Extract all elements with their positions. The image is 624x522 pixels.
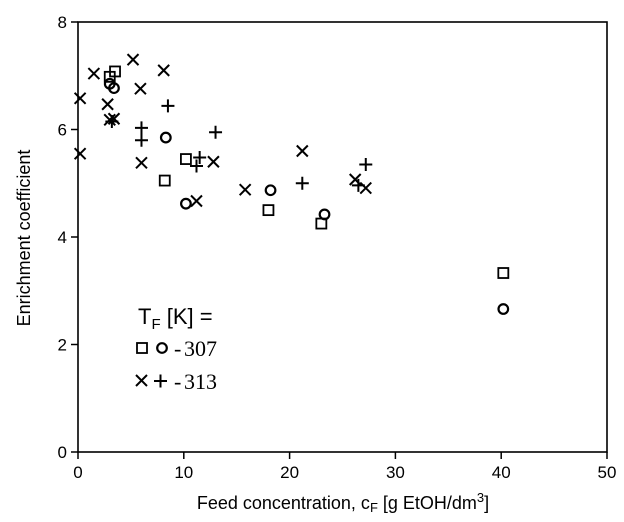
plot-border — [77, 21, 608, 453]
cross-marker — [238, 183, 252, 196]
x-tick-label: 50 — [598, 463, 617, 482]
cross-marker — [126, 53, 140, 66]
x-axis-title: Feed concentration, cF [g EtOH/dm3] — [197, 490, 489, 515]
legend-entry-307: - 307 — [136, 336, 217, 361]
plus-marker — [134, 133, 148, 147]
x-tick-label: 40 — [492, 463, 511, 482]
circle-marker — [159, 131, 172, 144]
plus-marker — [189, 159, 203, 173]
legend: TF [K] = - 307 - 313 — [135, 304, 217, 394]
square-marker — [158, 174, 171, 187]
y-tick-label: 8 — [58, 13, 67, 32]
cross-marker — [135, 156, 148, 170]
square-marker — [109, 65, 121, 78]
legend-entry-313: - 313 — [135, 369, 217, 394]
x-tick-label: 0 — [73, 463, 82, 482]
legend-dash: - — [174, 336, 181, 361]
y-tick-label: 2 — [58, 336, 67, 355]
circle-marker — [318, 208, 331, 221]
plus-marker — [209, 125, 223, 139]
square-marker — [180, 153, 192, 165]
legend-plus-marker — [154, 374, 167, 388]
plus-marker — [359, 157, 373, 171]
circle-marker — [180, 197, 192, 210]
y-tick-label: 4 — [58, 228, 67, 247]
y-tick-label: 0 — [58, 443, 67, 462]
cross-marker — [73, 147, 87, 160]
x-tick-label: 10 — [174, 463, 193, 482]
cross-marker — [87, 67, 101, 80]
cross-marker — [103, 113, 116, 127]
x-tick-label: 30 — [386, 463, 405, 482]
x-tick-label: 20 — [280, 463, 299, 482]
plus-marker — [105, 114, 119, 128]
plot-frame — [77, 21, 608, 453]
plus-marker — [134, 121, 148, 135]
cross-marker — [207, 155, 220, 168]
legend-title: TF [K] = — [138, 304, 213, 333]
cross-marker — [359, 181, 372, 195]
cross-marker — [190, 194, 203, 208]
legend-label-307: 307 — [184, 336, 217, 361]
y-tick-label: 6 — [58, 121, 67, 140]
axis-ticks: 0 10 20 30 40 50 0 2 4 6 8 — [58, 13, 617, 482]
circle-marker — [108, 82, 120, 95]
circle-marker — [264, 184, 277, 197]
square-marker — [497, 267, 510, 279]
data-markers — [73, 53, 510, 315]
cross-marker — [101, 98, 114, 111]
plus-marker — [193, 150, 207, 164]
legend-label-313: 313 — [184, 369, 217, 394]
plus-marker — [295, 176, 309, 190]
legend-circle-marker — [156, 342, 168, 354]
square-marker — [262, 204, 275, 217]
cross-marker — [134, 82, 147, 95]
y-axis-title: Enrichment coefficient — [14, 150, 34, 327]
plus-marker — [161, 99, 175, 113]
cross-marker — [157, 64, 170, 77]
legend-cross-marker — [135, 374, 148, 387]
cross-marker — [296, 144, 309, 158]
plus-marker — [351, 178, 365, 192]
circle-marker — [497, 303, 510, 315]
legend-square-marker — [136, 342, 148, 354]
cross-marker — [73, 92, 87, 105]
legend-dash: - — [174, 369, 181, 394]
